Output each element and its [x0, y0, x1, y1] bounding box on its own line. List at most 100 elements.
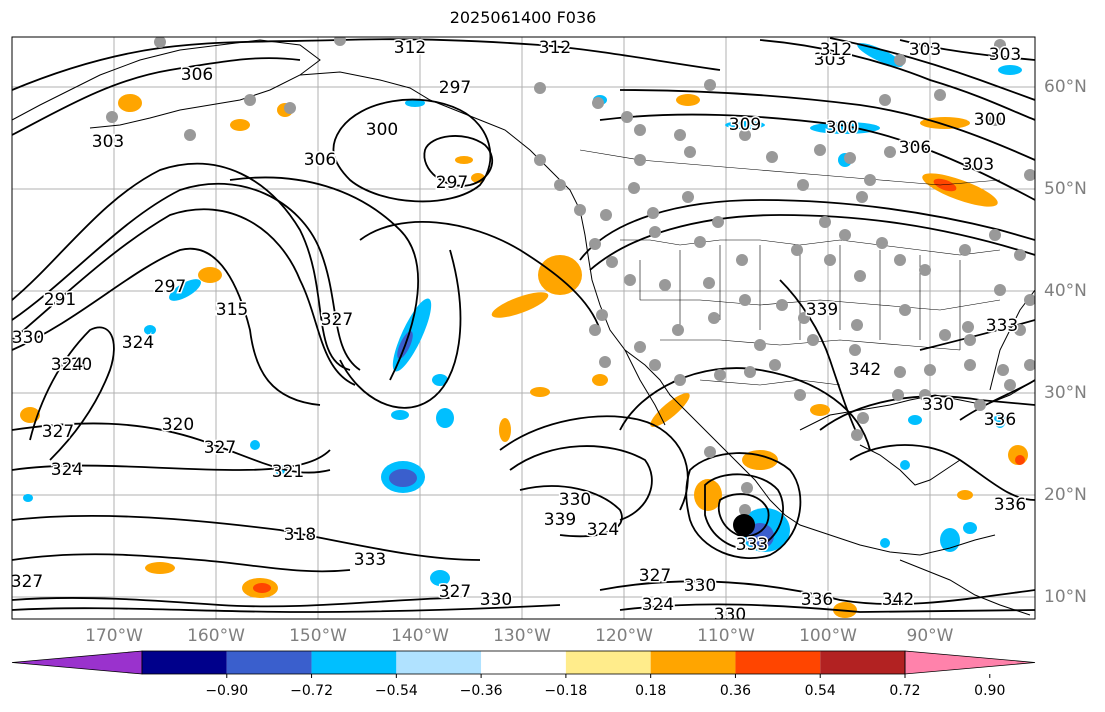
- contour-label: 297: [154, 277, 186, 297]
- shade-patch: [1015, 455, 1025, 465]
- observation-dot: [892, 389, 904, 401]
- coastline-westcoast: [587, 254, 996, 556]
- shade-patch: [725, 121, 765, 129]
- contour-label: 303: [909, 40, 941, 60]
- observation-dot: [934, 89, 946, 101]
- latitude-label: 30°N: [1044, 383, 1087, 403]
- observation-dot: [600, 209, 612, 221]
- shade-patch: [880, 538, 890, 548]
- longitude-label: 150°W: [289, 626, 347, 646]
- observation-dot: [672, 324, 684, 336]
- shade-patch: [592, 374, 608, 386]
- shade-patch: [430, 570, 450, 586]
- observation-dot: [649, 359, 661, 371]
- colorbar-tick-label: −0.54: [374, 683, 418, 699]
- contour-label: 303: [962, 155, 994, 175]
- contour-label: 330: [559, 490, 591, 510]
- shade-patch: [118, 94, 142, 112]
- observation-dot: [994, 284, 1006, 296]
- shade-patch: [391, 410, 409, 420]
- contour-line: [29, 326, 115, 461]
- contour-line: [12, 162, 351, 371]
- contour-label: 303: [92, 132, 124, 152]
- shade-patch: [957, 490, 973, 500]
- contour-label: 327: [11, 572, 43, 592]
- colorbar-segment: [820, 651, 905, 674]
- contour-line: [849, 444, 1035, 501]
- observation-dot: [634, 341, 646, 353]
- observation-dot: [621, 111, 633, 123]
- latitude-label: 20°N: [1044, 485, 1087, 505]
- observation-dot: [864, 174, 876, 186]
- coastline-yucatan: [859, 444, 961, 486]
- observation-dot: [712, 216, 724, 228]
- contour-label: 306: [899, 138, 931, 158]
- observation-dot: [989, 114, 1001, 126]
- observation-dot: [1024, 359, 1035, 371]
- observation-dot: [959, 244, 971, 256]
- contour-line: [12, 247, 321, 406]
- longitude-label: 160°W: [187, 626, 245, 646]
- observation-dot: [894, 254, 906, 266]
- contour-label: 306: [181, 65, 213, 85]
- shade-patch: [145, 562, 175, 574]
- shade-patch: [253, 583, 271, 593]
- coastline-eastcoast: [989, 289, 1035, 391]
- contour-label: 327: [639, 566, 671, 586]
- observation-dot: [844, 152, 856, 164]
- shade-patch: [405, 99, 425, 107]
- latitude-label: 60°N: [1044, 77, 1087, 97]
- contour-label: 300: [974, 110, 1006, 130]
- observation-dot: [1014, 324, 1026, 336]
- contour-line: [685, 452, 802, 559]
- observation-dot: [694, 236, 706, 248]
- shade-patch: [432, 374, 448, 386]
- contour-line: [339, 249, 462, 409]
- observation-dot: [964, 359, 976, 371]
- contour-label: 324: [51, 355, 83, 375]
- shade-patch: [538, 255, 582, 295]
- observation-dot: [769, 359, 781, 371]
- observation-dot: [534, 154, 546, 166]
- contour-label: 339: [806, 300, 838, 320]
- contour-line: [12, 57, 301, 136]
- observation-dot: [596, 309, 608, 321]
- observation-dots: [106, 37, 1035, 516]
- latitude-label: 50°N: [1044, 179, 1087, 199]
- observation-dot: [744, 366, 756, 378]
- colorbar-segment: [481, 651, 566, 674]
- contour-label: 303: [814, 50, 846, 70]
- observation-dot: [682, 191, 694, 203]
- observation-dot: [776, 299, 788, 311]
- colorbar-segment: [650, 651, 736, 674]
- shade-patch: [676, 94, 700, 106]
- contour-label: 327: [204, 438, 236, 458]
- observation-dot: [736, 254, 748, 266]
- contour-line: [619, 367, 871, 451]
- contour-label: 330: [12, 328, 44, 348]
- shade-patch: [920, 117, 970, 129]
- shade-patch: [933, 178, 957, 192]
- observation-dot: [674, 129, 686, 141]
- contour-label: 333: [986, 316, 1018, 336]
- shade-patch: [230, 119, 250, 131]
- contour-label: 312: [820, 40, 852, 60]
- contour-label: 327: [439, 582, 471, 602]
- contour-label: 291: [44, 290, 76, 310]
- shade-patch: [810, 122, 880, 134]
- observation-dot: [824, 254, 836, 266]
- longitude-label: 110°W: [697, 626, 755, 646]
- observation-dot: [592, 97, 604, 109]
- observation-dot: [964, 334, 976, 346]
- observation-dot: [703, 277, 715, 289]
- contour-label: 324: [587, 520, 619, 540]
- shade-patch: [389, 469, 417, 487]
- colorbar-segment: [396, 651, 482, 674]
- contour-line: [12, 449, 331, 471]
- colorbar-segments: [11, 650, 1036, 678]
- contour-label: 327: [321, 310, 353, 330]
- observation-dot: [684, 146, 696, 158]
- shade-patch: [20, 407, 40, 423]
- contour-label: 336: [984, 410, 1016, 430]
- shade-patch: [198, 267, 222, 283]
